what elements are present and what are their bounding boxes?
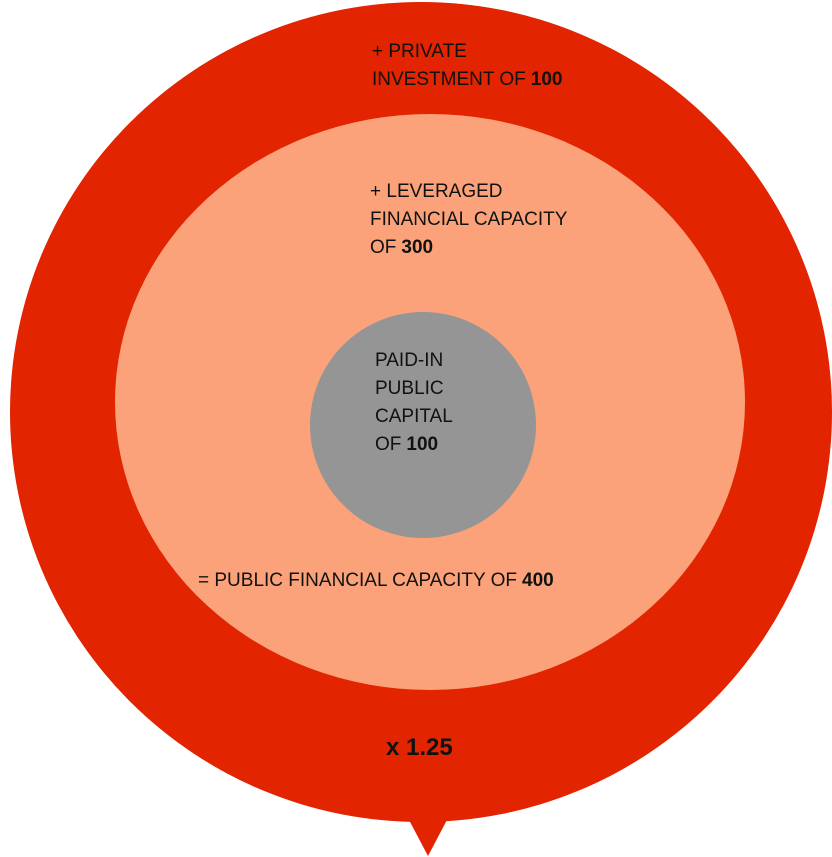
multiplier: x 1.25 — [386, 734, 453, 761]
core-label: PUBLIC — [375, 378, 444, 399]
core-label: CAPITAL — [375, 406, 453, 427]
middle-label: + LEVERAGED — [370, 181, 503, 202]
label-text: OF — [370, 237, 396, 258]
label-text: CAPITAL — [375, 406, 453, 427]
outer-label: + PRIVATE — [372, 41, 467, 62]
label-value: 100 — [406, 434, 438, 455]
label-text: OF — [375, 434, 401, 455]
total-label: = PUBLIC FINANCIAL CAPACITY OF 400 — [198, 570, 554, 591]
label-value: 300 — [401, 237, 433, 258]
label-text: PUBLIC — [375, 378, 444, 399]
core-label: OF 100 — [375, 434, 438, 455]
label-value: 400 — [522, 570, 554, 591]
label-text: + LEVERAGED — [370, 181, 503, 202]
core-circle — [310, 312, 536, 538]
label-text: + PRIVATE — [372, 41, 467, 62]
label-value: 100 — [531, 69, 563, 90]
middle-label: FINANCIAL CAPACITY — [370, 209, 568, 230]
label-text: FINANCIAL CAPACITY — [370, 209, 568, 230]
label-text: INVESTMENT OF — [372, 69, 526, 90]
outer-label: INVESTMENT OF 100 — [372, 69, 562, 90]
middle-label: OF 300 — [370, 237, 433, 258]
label-text: PAID-IN — [375, 350, 443, 371]
core-label: PAID-IN — [375, 350, 443, 371]
label-text: = PUBLIC FINANCIAL CAPACITY OF — [198, 570, 517, 591]
